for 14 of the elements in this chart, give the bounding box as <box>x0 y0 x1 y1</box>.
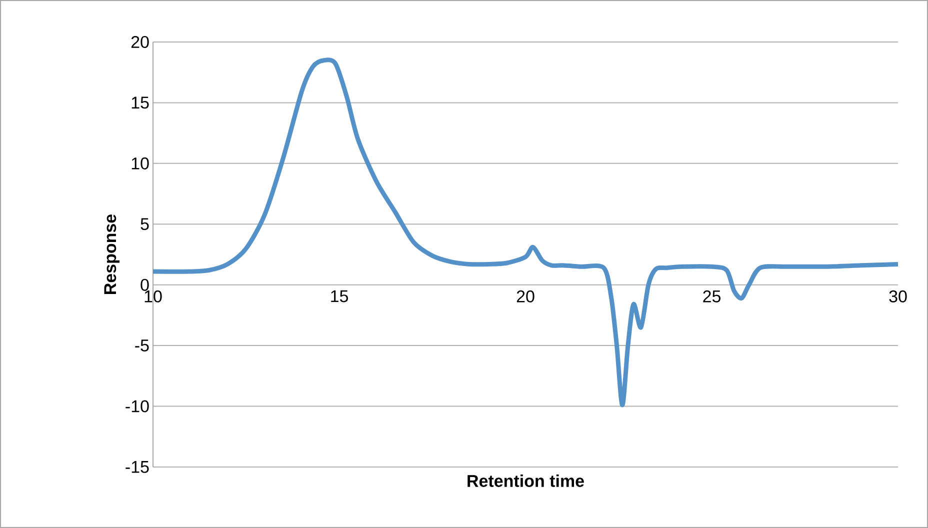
y-tick-label: 20 <box>131 36 149 48</box>
y-tick-label: -5 <box>135 340 149 352</box>
x-axis-title: Retention time <box>468 474 584 487</box>
y-tick-label: -15 <box>126 461 149 473</box>
y-axis-title: Response <box>104 214 120 294</box>
y-tick-label: 15 <box>132 96 149 109</box>
y-tick-label: -10 <box>126 400 149 412</box>
y-tick-label: 0 <box>140 278 149 291</box>
y-tick-label: 5 <box>140 218 149 230</box>
x-tick-label: 15 <box>331 290 348 302</box>
x-tick-label: 25 <box>703 290 720 302</box>
x-tick-label: 30 <box>889 290 907 302</box>
y-tick-label: 10 <box>132 157 149 170</box>
x-tick-label: 20 <box>516 290 534 302</box>
